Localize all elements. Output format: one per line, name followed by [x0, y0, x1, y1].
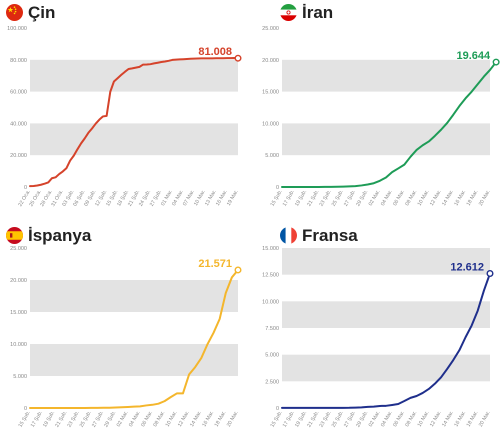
y-tick-label: 5.000 [265, 153, 279, 159]
series-line [281, 61, 498, 188]
x-tick-label: 20 Mar. [226, 410, 240, 428]
y-tick-label: 0 [24, 406, 27, 412]
iran-flag-icon [280, 4, 297, 21]
grid-band [30, 344, 238, 376]
chart-title: Çin [28, 3, 56, 22]
y-tick-label: 2.500 [265, 379, 279, 385]
y-tick-label: 7.500 [265, 326, 279, 332]
series-line [29, 268, 239, 409]
grid-band [282, 248, 490, 275]
end-point-marker [234, 54, 242, 62]
grid-band [282, 59, 490, 92]
grid-band [30, 123, 238, 156]
x-tick-label: 20 Mar. [478, 410, 492, 428]
chart-title: İran [302, 3, 334, 22]
chart-title: Fransa [302, 226, 358, 245]
grid-band [282, 301, 490, 328]
end-value-label: 12.612 [450, 261, 484, 273]
end-point-marker [234, 266, 242, 274]
france-flag-icon [280, 227, 297, 244]
y-tick-label: 25.000 [262, 26, 279, 32]
y-tick-label: 20.000 [262, 58, 279, 64]
end-value-label: 21.571 [198, 258, 232, 270]
grid-band [282, 123, 490, 156]
chart-title: İspanya [28, 226, 92, 245]
y-tick-label: 12.500 [262, 273, 279, 279]
y-tick-label: 10.000 [10, 342, 27, 348]
end-value-label: 81.008 [198, 46, 232, 58]
chart-panel-france: Fransa 0 2.500 5.000 7.500 10.000 12.500 15.00… [252, 215, 504, 430]
y-tick-label: 0 [276, 185, 279, 191]
end-point-marker [486, 269, 494, 277]
end-point-marker [492, 58, 500, 66]
y-tick-label: 15.000 [262, 246, 279, 252]
y-tick-label: 60.000 [10, 90, 27, 96]
grid-band [30, 59, 238, 92]
y-tick-label: 0 [276, 406, 279, 412]
y-tick-label: 40.000 [10, 121, 27, 127]
y-tick-label: 20.000 [10, 153, 27, 159]
chart-panel-spain: İspanya 0 5.000 10.000 15.000 20.000 25.000 15… [0, 215, 252, 430]
series-line [281, 272, 491, 409]
y-tick-label: 15.000 [10, 310, 27, 316]
y-tick-label: 5.000 [265, 353, 279, 359]
grid-band [30, 280, 238, 312]
y-tick-label: 100.000 [7, 26, 27, 32]
y-tick-label: 10.000 [262, 299, 279, 305]
y-tick-label: 5.000 [13, 374, 27, 380]
y-tick-label: 25.000 [10, 246, 27, 252]
y-tick-label: 15.000 [262, 90, 279, 96]
end-value-label: 19.644 [456, 50, 491, 62]
y-tick-label: 80.000 [10, 58, 27, 64]
x-tick-label: 20 Mar. [478, 189, 492, 207]
chart-panel-iran: İran 0 5.000 10.000 15.000 20.000 25.000 15 Şu… [252, 0, 504, 215]
chart-panel-china: Çin 0 20.000 40.000 60.000 80.000 100.000 22 O… [0, 0, 252, 215]
spain-flag-icon [6, 227, 23, 244]
grid-band [282, 354, 490, 382]
y-tick-label: 0 [24, 185, 27, 191]
series-line [29, 57, 239, 188]
china-flag-icon [6, 4, 23, 21]
y-tick-label: 20.000 [10, 278, 27, 284]
y-tick-label: 10.000 [262, 121, 279, 127]
